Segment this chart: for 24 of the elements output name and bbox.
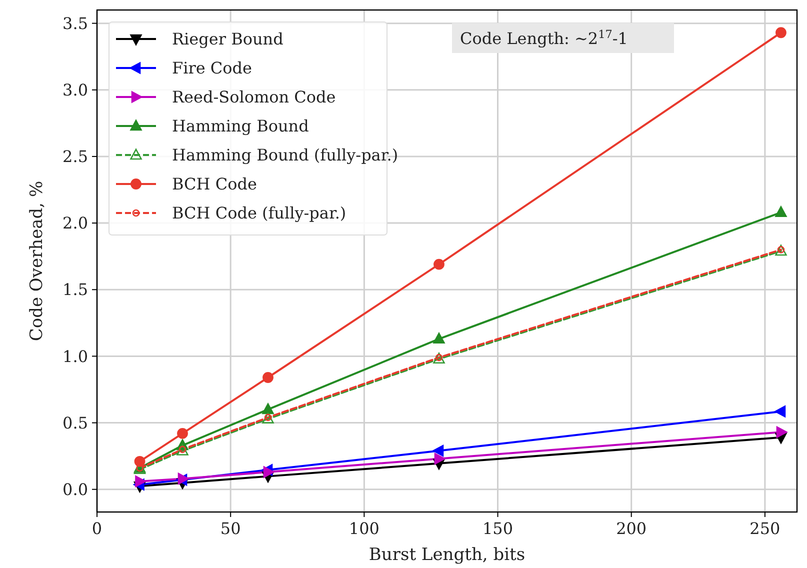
- y-tick-label: 2.5: [62, 147, 88, 166]
- x-tick-label: 150: [482, 519, 514, 538]
- x-tick-label: 50: [220, 519, 241, 538]
- y-tick-label: 0.5: [62, 413, 88, 432]
- x-tick-label: 0: [92, 519, 102, 538]
- y-tick-label: 1.0: [62, 346, 88, 366]
- legend-label: BCH Code (fully-par.): [172, 204, 346, 223]
- y-tick-label: 3.5: [62, 14, 88, 33]
- legend-label: Reed-Solomon Code: [172, 88, 336, 107]
- x-tick-label: 250: [750, 519, 780, 538]
- y-tick-label: 3.0: [62, 80, 88, 100]
- legend-label: BCH Code: [172, 174, 257, 194]
- y-axis-title: Code Overhead, %: [27, 180, 47, 342]
- x-tick-label: 200: [616, 519, 647, 538]
- x-tick-label: 100: [348, 519, 380, 538]
- legend-label: Rieger Bound: [172, 30, 284, 49]
- y-tick-label: 0.0: [62, 480, 88, 499]
- legend-label: Hamming Bound: [172, 116, 309, 136]
- y-tick-label: 2.0: [62, 214, 88, 233]
- legend-label: Hamming Bound (fully-par.): [172, 146, 398, 165]
- x-axis-title: Burst Length, bits: [368, 545, 526, 565]
- legend-label: Fire Code: [172, 58, 252, 78]
- y-tick-label: 1.5: [62, 280, 88, 300]
- annotation: Code Length: ~2$^{17}$-1: [460, 28, 628, 48]
